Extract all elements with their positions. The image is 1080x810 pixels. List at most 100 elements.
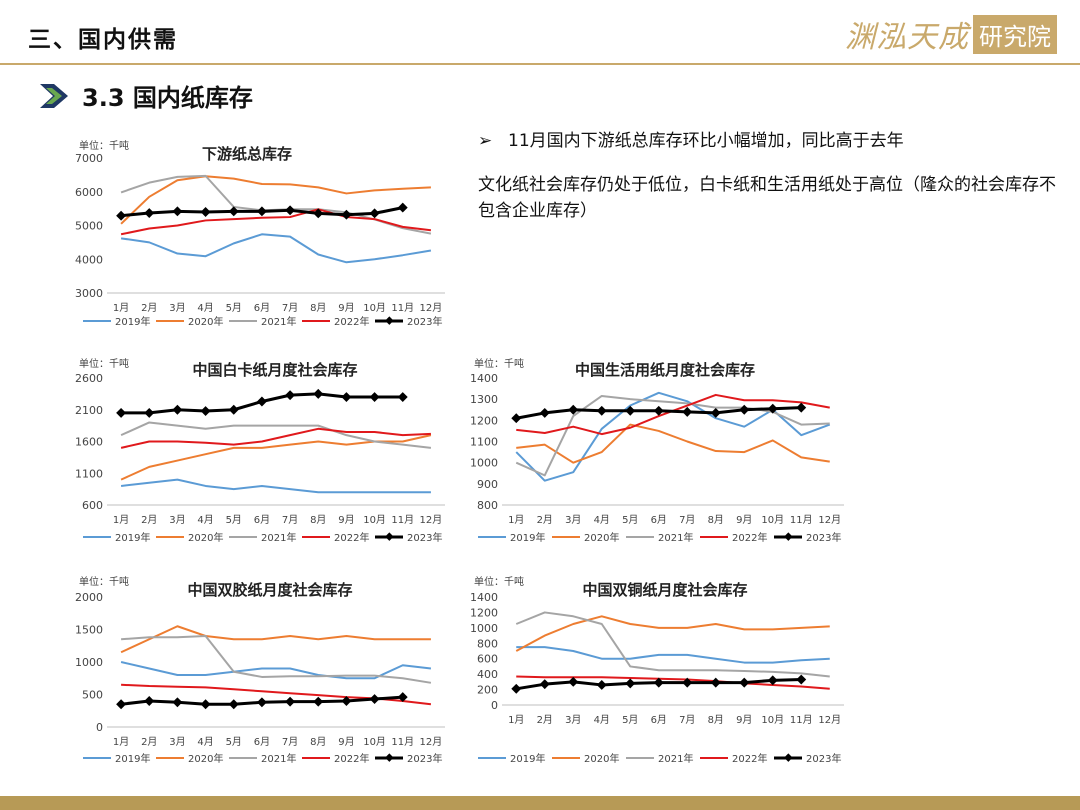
- commentary-text-2: 文化纸社会库存仍处于低位，白卡纸和生活用纸处于高位（隆众的社会库存不包含企业库存…: [478, 175, 1056, 221]
- legend-label: 2023年: [806, 531, 841, 544]
- x-tick-label: 11月: [391, 514, 414, 526]
- series-point-2023: [285, 390, 296, 401]
- legend-label: 2022年: [732, 531, 767, 544]
- chart-title: 下游纸总库存: [202, 145, 292, 163]
- chart-svg: 单位：千吨 中国生活用纸月度社会库存 800 900 1000 1100 1200 1300 1…: [470, 357, 844, 544]
- series-point-2023: [228, 206, 239, 217]
- logo-box-text: 研究院: [973, 14, 1057, 54]
- legend-item: 2019年: [83, 752, 150, 765]
- legend-label: 2020年: [584, 752, 619, 765]
- chart-svg: 单位：千吨 中国双铜纸月度社会库存 0 200 400 600 800 1000 1200 140…: [470, 575, 844, 765]
- legend-label: 2021年: [261, 531, 296, 544]
- x-tick-label: 7月: [282, 736, 298, 748]
- y-tick-label: 200: [477, 684, 498, 697]
- legend-item: 2019年: [83, 315, 150, 328]
- x-tick-label: 6月: [651, 514, 667, 526]
- y-tick-label: 900: [477, 478, 498, 491]
- series-point-2023: [568, 676, 579, 687]
- legend-item: 2021年: [626, 531, 693, 544]
- series-line-2021年: [121, 635, 432, 684]
- series-point-2023: [596, 679, 607, 690]
- y-tick-label: 1000: [470, 457, 498, 470]
- chart-unit-label: 单位：千吨: [79, 357, 129, 370]
- series-line-2021年: [120, 421, 432, 449]
- legend-label: 2022年: [334, 752, 369, 765]
- page-header-title: 三、国内供需: [28, 27, 178, 53]
- legend-label: 2023年: [407, 752, 442, 765]
- series-point-2023: [767, 675, 778, 686]
- x-tick-label: 6月: [254, 514, 270, 526]
- legend-item: 2021年: [626, 752, 693, 765]
- x-tick-label: 3月: [565, 514, 581, 526]
- series-point-2023: [511, 683, 522, 694]
- series-point-2023: [200, 207, 211, 217]
- y-tick-label: 1200: [470, 606, 498, 619]
- series-point-2023: [568, 404, 579, 415]
- x-tick-label: 10月: [761, 714, 784, 726]
- series-point-2023: [144, 696, 155, 706]
- legend-item: 2023年: [375, 315, 442, 328]
- legend-label: 2021年: [658, 752, 693, 765]
- legend-label: 2021年: [261, 315, 296, 328]
- legend-item: 2020年: [552, 531, 619, 544]
- legend-label: 2019年: [115, 531, 150, 544]
- x-tick-label: 5月: [622, 514, 638, 526]
- chart-total-downstream-inventory: 单位：千吨 下游纸总库存 3000 4000 5000 6000 7000 1月 2月 3月 4月 5…: [75, 135, 450, 335]
- series-point-2023: [313, 388, 324, 399]
- legend-item: 2020年: [156, 752, 223, 765]
- series-point-2023: [172, 404, 183, 415]
- x-tick-label: 11月: [790, 514, 813, 526]
- series-line-2019年: [120, 233, 432, 264]
- series-point-2023: [369, 208, 380, 219]
- series-point-2023: [256, 206, 267, 217]
- series-point-2023: [796, 402, 807, 413]
- chart-svg: 单位：千吨 中国双胶纸月度社会库存 0 500 1000 1500 2000 1月 2月 3月 4月…: [75, 575, 445, 765]
- series-point-2023: [341, 209, 352, 220]
- x-tick-label: 6月: [254, 302, 270, 314]
- chart-unit-label: 单位：千吨: [474, 575, 524, 588]
- commentary-text-1: 11月国内下游纸总库存环比小幅增加，同比高于去年: [508, 131, 904, 151]
- chart-offset-paper-inventory: 单位：千吨 中国双胶纸月度社会库存 0 500 1000 1500 2000 1月 2月 3月 4月…: [75, 572, 450, 772]
- section-heading: 3.3 国内纸库存: [38, 78, 253, 113]
- x-tick-label: 7月: [679, 714, 695, 726]
- x-tick-label: 9月: [736, 714, 752, 726]
- series-point-2023: [796, 674, 807, 685]
- x-tick-label: 5月: [226, 736, 242, 748]
- series-point-2023: [511, 413, 522, 424]
- x-tick-label: 3月: [169, 736, 185, 748]
- y-tick-label: 5000: [75, 220, 103, 233]
- y-tick-label: 1600: [75, 436, 103, 449]
- y-tick-label: 500: [82, 689, 103, 702]
- x-tick-label: 9月: [736, 514, 752, 526]
- series-point-2023: [653, 405, 664, 416]
- x-tick-label: 11月: [790, 714, 813, 726]
- y-tick-label: 1000: [75, 656, 103, 669]
- x-tick-label: 5月: [226, 302, 242, 314]
- y-tick-label: 1100: [470, 436, 498, 449]
- legend-item: 2022年: [700, 531, 767, 544]
- x-tick-label: 10月: [363, 514, 386, 526]
- legend-label: 2020年: [188, 531, 223, 544]
- y-tick-label: 6000: [75, 186, 103, 199]
- commentary-point-1: ➢ 11月国内下游纸总库存环比小幅增加，同比高于去年: [478, 128, 1058, 154]
- x-tick-label: 8月: [310, 302, 326, 314]
- y-tick-label: 400: [477, 668, 498, 681]
- series-point-2023: [682, 677, 693, 688]
- commentary: ➢ 11月国内下游纸总库存环比小幅增加，同比高于去年 文化纸社会库存仍处于低位，…: [478, 128, 1058, 224]
- legend-label: 2020年: [188, 752, 223, 765]
- legend-label: 2022年: [334, 531, 369, 544]
- legend-item: 2021年: [229, 531, 296, 544]
- x-tick-label: 10月: [363, 736, 386, 748]
- x-tick-label: 12月: [420, 514, 443, 526]
- series-point-2023: [172, 206, 183, 217]
- legend-label: 2022年: [732, 752, 767, 765]
- series-point-2023: [313, 696, 324, 707]
- company-logo: 渊泓天成 研究院: [845, 14, 1057, 55]
- chart-whiteboard-inventory: 单位：千吨 中国白卡纸月度社会库存 600 1100 1600 2100 2600 1月 2月 3…: [75, 355, 450, 550]
- y-tick-label: 4000: [75, 253, 103, 266]
- series-line-2021年: [515, 611, 830, 678]
- legend-label: 2020年: [188, 315, 223, 328]
- legend-label: 2019年: [115, 752, 150, 765]
- x-tick-label: 1月: [508, 714, 524, 726]
- series-point-2023: [256, 697, 267, 708]
